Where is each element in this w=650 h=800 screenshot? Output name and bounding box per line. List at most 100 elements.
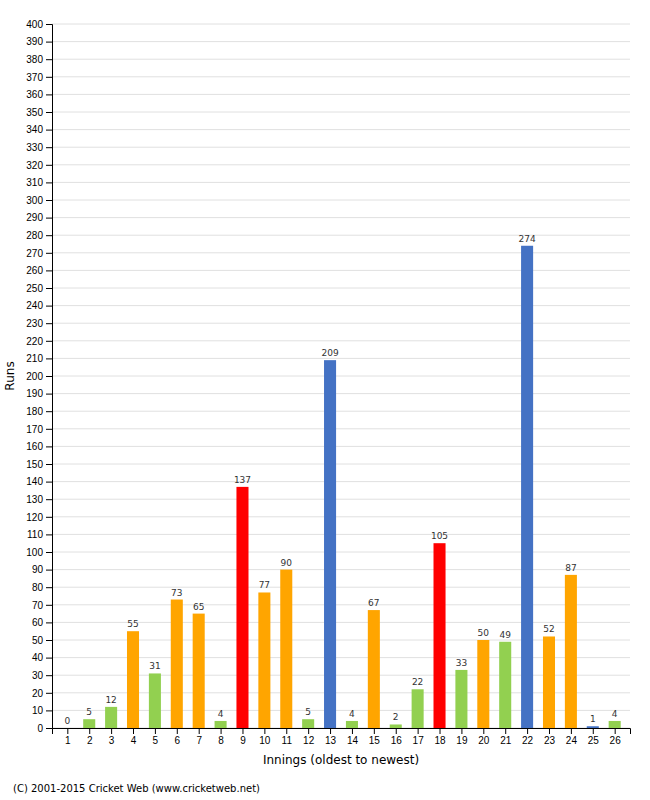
grid-line bbox=[52, 516, 630, 517]
y-tick-mark bbox=[46, 288, 52, 289]
x-tick-label: 2 bbox=[87, 735, 93, 746]
y-tick: 50 bbox=[32, 635, 52, 646]
y-tick-mark bbox=[46, 429, 52, 430]
y-tick: 330 bbox=[26, 142, 52, 153]
x-tick-label: 3 bbox=[109, 735, 115, 746]
x-tick-mark bbox=[483, 728, 484, 734]
grid-line bbox=[52, 182, 630, 183]
x-tick: 21 bbox=[500, 728, 512, 746]
x-tick-label: 17 bbox=[413, 735, 425, 746]
y-tick: 320 bbox=[26, 160, 52, 171]
y-tick: 270 bbox=[26, 248, 52, 259]
bar bbox=[477, 640, 489, 728]
x-tick-mark bbox=[264, 728, 265, 734]
y-tick-label: 90 bbox=[32, 564, 44, 575]
bar bbox=[434, 543, 446, 728]
x-tick-mark bbox=[396, 728, 397, 734]
y-tick: 130 bbox=[26, 494, 52, 505]
grid-line bbox=[52, 464, 630, 465]
y-tick-label: 80 bbox=[32, 582, 44, 593]
grid-line bbox=[52, 147, 630, 148]
bar bbox=[543, 636, 555, 728]
y-tick-label: 310 bbox=[26, 177, 43, 188]
data-label: 31 bbox=[149, 661, 160, 671]
y-tick: 70 bbox=[32, 600, 52, 611]
x-tick-label: 11 bbox=[282, 735, 293, 746]
y-tick-mark bbox=[46, 112, 52, 113]
x-tick-mark bbox=[374, 728, 375, 734]
y-tick-mark bbox=[46, 42, 52, 43]
grid-line bbox=[52, 534, 630, 535]
bar bbox=[390, 724, 402, 728]
grid-line bbox=[52, 358, 630, 359]
data-label: 4 bbox=[218, 709, 224, 719]
x-tick: 1 bbox=[65, 728, 71, 746]
data-label: 137 bbox=[234, 475, 251, 485]
x-tick-mark bbox=[505, 728, 506, 734]
x-tick-label: 8 bbox=[218, 735, 224, 746]
y-tick: 220 bbox=[26, 336, 52, 347]
x-tick-mark bbox=[615, 728, 616, 734]
x-tick-mark bbox=[111, 728, 112, 734]
bar bbox=[346, 721, 358, 728]
y-tick-mark bbox=[46, 24, 52, 25]
y-tick-label: 20 bbox=[32, 688, 44, 699]
x-tick-mark bbox=[286, 728, 287, 734]
y-tick-label: 130 bbox=[26, 494, 43, 505]
y-tick-mark bbox=[46, 675, 52, 676]
x-tick-label: 4 bbox=[131, 735, 137, 746]
y-tick-mark bbox=[46, 165, 52, 166]
y-tick: 30 bbox=[32, 670, 52, 681]
y-tick-mark bbox=[46, 658, 52, 659]
y-tick-label: 240 bbox=[26, 300, 43, 311]
bar bbox=[455, 670, 467, 728]
grid-line bbox=[52, 217, 630, 218]
y-tick-mark bbox=[46, 499, 52, 500]
y-tick: 290 bbox=[26, 212, 52, 223]
grid-line bbox=[52, 200, 630, 201]
y-tick: 140 bbox=[26, 476, 52, 487]
grid-line bbox=[52, 323, 630, 324]
grid-line bbox=[52, 252, 630, 253]
x-tick-label: 20 bbox=[478, 735, 490, 746]
y-tick-label: 330 bbox=[26, 142, 43, 153]
y-tick-label: 280 bbox=[26, 230, 43, 241]
grid-line bbox=[52, 129, 630, 130]
x-tick-mark bbox=[549, 728, 550, 734]
y-tick-mark bbox=[46, 411, 52, 412]
y-tick-mark bbox=[46, 270, 52, 271]
data-label: 65 bbox=[193, 602, 204, 612]
y-tick: 180 bbox=[26, 406, 52, 417]
x-tick-mark bbox=[352, 728, 353, 734]
data-label: 73 bbox=[171, 588, 182, 598]
grid-line bbox=[52, 164, 630, 165]
y-tick-label: 180 bbox=[26, 406, 43, 417]
data-label: 12 bbox=[105, 695, 116, 705]
bar bbox=[521, 246, 533, 728]
x-tick-label: 23 bbox=[544, 735, 556, 746]
data-label: 52 bbox=[543, 624, 554, 634]
x-tick: 19 bbox=[456, 728, 468, 746]
grid-line bbox=[52, 411, 630, 412]
y-tick: 110 bbox=[27, 529, 52, 540]
x-tick-mark bbox=[177, 728, 178, 734]
y-tick-mark bbox=[46, 235, 52, 236]
data-label: 209 bbox=[321, 348, 338, 358]
grid-line bbox=[52, 76, 630, 77]
y-tick-label: 60 bbox=[32, 617, 44, 628]
y-tick-mark bbox=[46, 587, 52, 588]
grid-line bbox=[52, 428, 630, 429]
y-tick-mark bbox=[46, 728, 52, 729]
grid-line bbox=[52, 24, 630, 25]
x-axis-title: Innings (oldest to newest) bbox=[263, 753, 419, 767]
y-tick-label: 150 bbox=[26, 459, 43, 470]
grid-line bbox=[52, 481, 630, 482]
bar bbox=[499, 642, 511, 728]
x-tick-label: 7 bbox=[196, 735, 202, 746]
x-tick-label: 25 bbox=[588, 735, 600, 746]
x-tick-label: 18 bbox=[434, 735, 446, 746]
x-tick-mark bbox=[221, 728, 222, 734]
y-tick: 10 bbox=[32, 705, 52, 716]
x-tick: 17 bbox=[413, 728, 425, 746]
y-tick-label: 140 bbox=[26, 476, 43, 487]
